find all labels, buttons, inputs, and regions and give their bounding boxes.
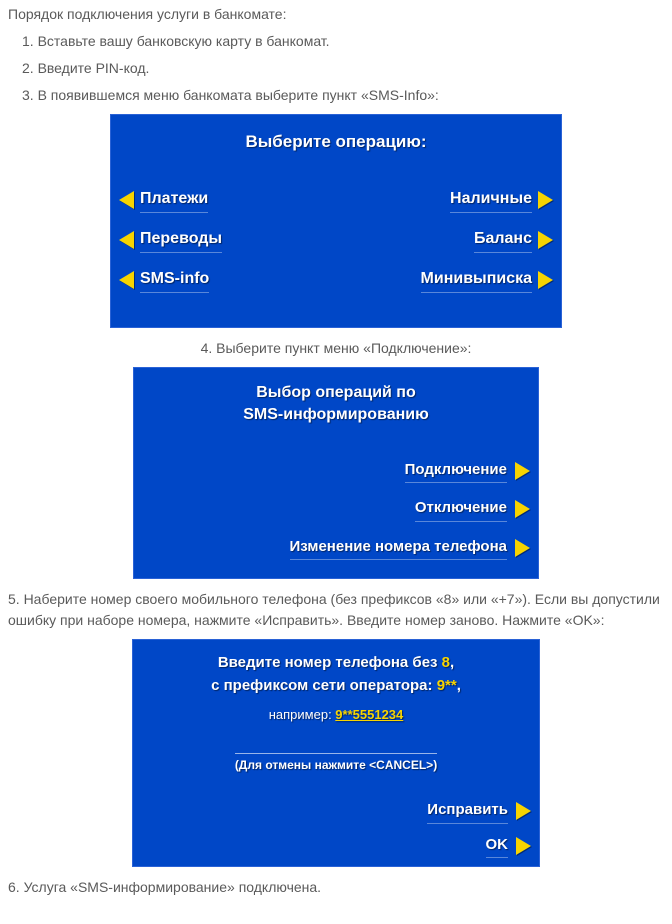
atm3-l2a: с префиксом сети оператора: xyxy=(211,677,437,694)
atm3-example-num: 9**5551234 xyxy=(335,707,403,722)
menu-label: Платежи xyxy=(140,187,208,213)
menu-label: SMS-info xyxy=(140,267,209,293)
atm3-correct-button[interactable]: Исправить xyxy=(427,799,531,824)
atm-screen-3: Введите номер телефона без 8, с префиксо… xyxy=(132,639,540,867)
arrow-left-icon xyxy=(119,231,134,249)
atm1-left-smsinfo[interactable]: SMS-info xyxy=(119,267,209,293)
atm3-l2-yellow: 9** xyxy=(437,677,457,694)
menu-label: Переводы xyxy=(140,227,222,253)
intro-text: Порядок подключения услуги в банкомате: xyxy=(8,4,664,25)
step-1: 1. Вставьте вашу банковскую карту в банк… xyxy=(22,31,664,52)
arrow-right-icon xyxy=(538,191,553,209)
menu-label: Изменение номера телефона xyxy=(290,536,508,561)
atm-screen-1: Выберите операцию: Платежи Наличные Пере… xyxy=(110,114,562,328)
step-6: 6. Услуга «SMS-информирование» подключен… xyxy=(8,877,664,898)
atm-screen-2: Выбор операций по SMS-информированию Под… xyxy=(133,367,539,579)
steps-list-3: 5. Наберите номер своего мобильного теле… xyxy=(8,589,664,631)
atm3-example: например: 9**5551234 xyxy=(133,705,539,725)
arrow-right-icon xyxy=(538,271,553,289)
menu-label: Баланс xyxy=(474,227,532,253)
atm1-right-cash[interactable]: Наличные xyxy=(450,187,553,213)
atm1-title: Выберите операцию: xyxy=(111,115,561,155)
arrow-right-icon xyxy=(516,802,531,820)
atm2-title: Выбор операций по SMS-информированию xyxy=(134,368,538,425)
atm3-l1-yellow: 8 xyxy=(442,654,450,671)
menu-label: Отключение xyxy=(415,497,507,522)
arrow-right-icon xyxy=(515,539,530,557)
menu-label: Подключение xyxy=(405,459,507,484)
arrow-left-icon xyxy=(119,191,134,209)
steps-list-2: 4. Выберите пункт меню «Подключение»: xyxy=(8,338,664,359)
atm3-example-label: например: xyxy=(269,707,336,722)
atm1-right-balance[interactable]: Баланс xyxy=(474,227,553,253)
atm1-left-transfers[interactable]: Переводы xyxy=(119,227,222,253)
arrow-right-icon xyxy=(515,462,530,480)
atm1-left-payments[interactable]: Платежи xyxy=(119,187,208,213)
atm3-l1c: , xyxy=(450,654,454,671)
arrow-left-icon xyxy=(119,271,134,289)
atm2-title-line1: Выбор операций по xyxy=(256,384,416,401)
atm3-ok-button[interactable]: OK xyxy=(486,834,532,859)
atm3-l1a: Введите номер телефона без xyxy=(218,654,442,671)
atm3-cancel: (Для отмены нажмите <CANCEL>) xyxy=(235,753,437,774)
step-2: 2. Введите PIN-код. xyxy=(22,58,664,79)
menu-label: Исправить xyxy=(427,799,508,824)
steps-list: 1. Вставьте вашу банковскую карту в банк… xyxy=(8,31,664,106)
atm2-title-line2: SMS-информированию xyxy=(243,406,429,423)
arrow-right-icon xyxy=(516,837,531,855)
atm2-connect[interactable]: Подключение xyxy=(405,459,530,484)
atm3-line2: с префиксом сети оператора: 9**, xyxy=(133,675,539,698)
menu-label: OK xyxy=(486,834,509,859)
menu-label: Минивыписка xyxy=(421,267,532,293)
arrow-right-icon xyxy=(515,500,530,518)
atm3-l2c: , xyxy=(457,677,461,694)
steps-list-4: 6. Услуга «SMS-информирование» подключен… xyxy=(8,877,664,898)
atm1-right-ministatement[interactable]: Минивыписка xyxy=(421,267,553,293)
atm3-line1: Введите номер телефона без 8, xyxy=(133,652,539,675)
atm2-change-number[interactable]: Изменение номера телефона xyxy=(290,536,531,561)
step-4: 4. Выберите пункт меню «Подключение»: xyxy=(8,338,664,359)
step-3: 3. В появившемся меню банкомата выберите… xyxy=(22,85,664,106)
step-5: 5. Наберите номер своего мобильного теле… xyxy=(8,589,664,631)
arrow-right-icon xyxy=(538,231,553,249)
atm2-disconnect[interactable]: Отключение xyxy=(415,497,530,522)
menu-label: Наличные xyxy=(450,187,532,213)
